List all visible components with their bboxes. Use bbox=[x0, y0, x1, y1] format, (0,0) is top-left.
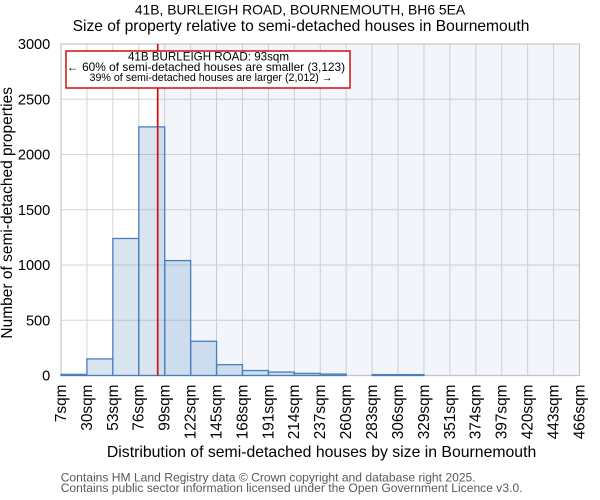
svg-text:397sqm: 397sqm bbox=[494, 385, 511, 440]
svg-text:191sqm: 191sqm bbox=[260, 385, 277, 440]
svg-text:0: 0 bbox=[42, 369, 50, 385]
svg-text:1500: 1500 bbox=[18, 203, 50, 219]
svg-text:Number of semi-detached proper: Number of semi-detached properties bbox=[0, 87, 16, 339]
svg-text:30sqm: 30sqm bbox=[79, 385, 96, 431]
svg-text:283sqm: 283sqm bbox=[364, 385, 381, 440]
svg-text:2000: 2000 bbox=[18, 148, 50, 164]
svg-text:76sqm: 76sqm bbox=[131, 385, 148, 431]
svg-text:7sqm: 7sqm bbox=[53, 385, 70, 423]
svg-text:53sqm: 53sqm bbox=[105, 385, 122, 431]
svg-text:99sqm: 99sqm bbox=[157, 385, 174, 431]
svg-text:214sqm: 214sqm bbox=[286, 385, 303, 440]
svg-text:Contains HM Land Registry data: Contains HM Land Registry data © Crown c… bbox=[61, 470, 476, 484]
svg-text:374sqm: 374sqm bbox=[468, 385, 485, 440]
svg-text:466sqm: 466sqm bbox=[571, 385, 588, 440]
svg-text:41B, BURLEIGH ROAD, BOURNEMOUT: 41B, BURLEIGH ROAD, BOURNEMOUTH, BH6 5EA bbox=[135, 2, 466, 18]
svg-text:329sqm: 329sqm bbox=[416, 385, 433, 440]
svg-text:Distribution of semi-detached: Distribution of semi-detached houses by … bbox=[107, 444, 536, 461]
svg-text:306sqm: 306sqm bbox=[390, 385, 407, 440]
svg-text:3000: 3000 bbox=[18, 37, 50, 53]
svg-text:443sqm: 443sqm bbox=[545, 385, 562, 440]
svg-text:122sqm: 122sqm bbox=[183, 385, 200, 440]
svg-text:260sqm: 260sqm bbox=[338, 385, 355, 440]
svg-text:← 60% of semi-detached houses: ← 60% of semi-detached houses are smalle… bbox=[67, 60, 345, 74]
svg-text:168sqm: 168sqm bbox=[234, 385, 251, 440]
svg-text:Contains public sector informa: Contains public sector information licen… bbox=[61, 481, 523, 495]
svg-text:2500: 2500 bbox=[18, 92, 50, 108]
svg-text:39% of semi-detached houses ar: 39% of semi-detached houses are larger (… bbox=[90, 72, 333, 84]
svg-text:145sqm: 145sqm bbox=[208, 385, 225, 440]
svg-text:1000: 1000 bbox=[18, 258, 50, 274]
svg-text:351sqm: 351sqm bbox=[442, 385, 459, 440]
svg-text:420sqm: 420sqm bbox=[520, 385, 537, 440]
svg-text:41B BURLEIGH ROAD: 93sqm: 41B BURLEIGH ROAD: 93sqm bbox=[128, 50, 289, 63]
svg-text:237sqm: 237sqm bbox=[312, 385, 329, 440]
svg-text:Size of property relative to s: Size of property relative to semi-detach… bbox=[73, 18, 530, 35]
svg-text:500: 500 bbox=[26, 313, 50, 329]
